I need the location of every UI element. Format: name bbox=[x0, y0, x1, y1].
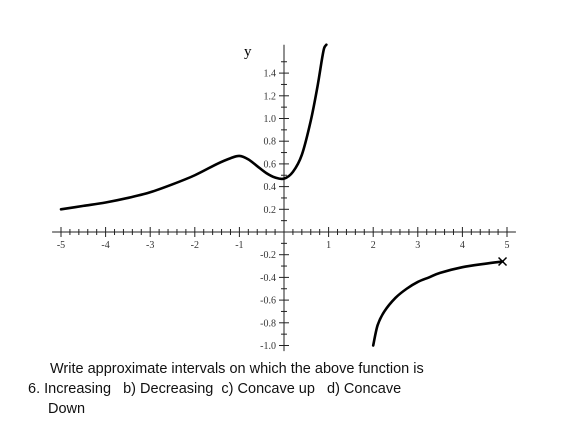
x-tick-label: -1 bbox=[235, 240, 243, 251]
y-tick-label: -0.2 bbox=[260, 250, 276, 261]
x-tick-label: 5 bbox=[505, 240, 510, 251]
question-line-1: Write approximate intervals on which the… bbox=[50, 361, 424, 377]
curves bbox=[59, 43, 508, 347]
x-tick-label: -2 bbox=[191, 240, 199, 251]
x-tick-label: -3 bbox=[146, 240, 154, 251]
x-tick-label: -5 bbox=[57, 240, 65, 251]
x-tick-label: 1 bbox=[326, 240, 331, 251]
question-line-2: 6. Increasing b) Decreasing c) Concave u… bbox=[28, 381, 402, 397]
endpoint-marker bbox=[498, 256, 508, 267]
x-tick-label: 2 bbox=[371, 240, 376, 251]
y-tick-label: -1.0 bbox=[260, 341, 276, 352]
y-axis-label: y bbox=[244, 44, 252, 60]
x-tick-label: 4 bbox=[460, 240, 465, 251]
y-tick-label: 1.2 bbox=[264, 91, 277, 102]
y-tick-label: 0.6 bbox=[264, 159, 277, 170]
x-tick-label: 3 bbox=[415, 240, 420, 251]
y-tick-label: 1.4 bbox=[264, 69, 277, 80]
y-tick-label: 0.4 bbox=[264, 182, 277, 193]
ticks bbox=[60, 61, 508, 346]
tick-labels: -5 -4 -3 -2 -1 1 2 3 4 5 1.4 1.2 1.0 0.8 0.6 0.4 0.2 -0.2… bbox=[57, 69, 510, 352]
y-tick-label: -0.6 bbox=[260, 296, 276, 307]
y-tick-label: 1.0 bbox=[264, 114, 277, 125]
function-graph: -5 -4 -3 -2 -1 1 2 3 4 5 1.4 1.2 1.0 0.8 0.6 0.4 0.2 -0.2… bbox=[52, 43, 516, 352]
curve-branch-1 bbox=[59, 43, 328, 211]
curve-branch-2 bbox=[371, 260, 504, 347]
question-text: Write approximate intervals on which the… bbox=[28, 359, 568, 419]
x-tick-label: -4 bbox=[101, 240, 109, 251]
y-tick-label: -0.8 bbox=[260, 318, 276, 329]
y-tick-label: 0.2 bbox=[264, 205, 277, 216]
y-tick-label: 0.8 bbox=[264, 137, 277, 148]
y-tick-label: -0.4 bbox=[260, 273, 276, 284]
question-line-3: Down bbox=[48, 401, 86, 417]
